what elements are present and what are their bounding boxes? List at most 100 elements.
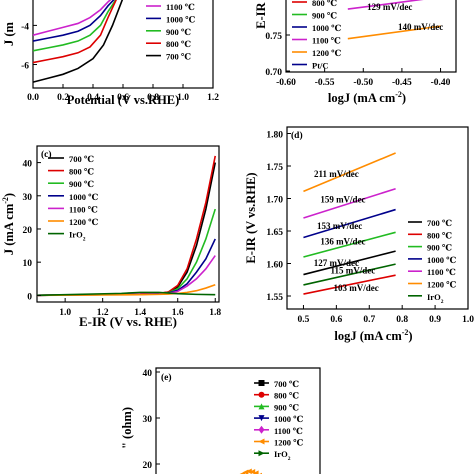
panel-d-xlabel: logJ (mA cm-2) xyxy=(334,328,412,343)
panel-d-slope-label-6: 103 mV/dec xyxy=(333,283,378,293)
panel-c-xtick-label-0: 1.0 xyxy=(59,308,71,318)
panel-b-legend-label-1000: 1000 ℃ xyxy=(312,23,341,33)
panel-d-xtick-label-2: 0.7 xyxy=(363,315,375,325)
panel-a-xtick-label-4: 0.8 xyxy=(147,93,159,103)
panel-e-legend-marker-1000 xyxy=(258,415,265,422)
panel-d-panel-letter: (d) xyxy=(291,130,303,141)
panel-e-point-2 xyxy=(239,471,245,474)
panel-a-xtick-label-0: 0.0 xyxy=(27,93,39,103)
panel-e-legend-marker-1100 xyxy=(258,425,265,434)
panel-c-legend-label-iro2: IrO2 xyxy=(69,230,86,243)
panel-e-panel-letter: (e) xyxy=(161,372,172,383)
panel-e-legend-marker-800 xyxy=(258,391,265,398)
panel-e-point-4 xyxy=(246,468,252,474)
panel-d-ytick-label-2: 1.65 xyxy=(266,228,283,238)
panel-b-ytick-label-0: 0.70 xyxy=(265,68,282,78)
panel-e-ylabel: " (ohm) xyxy=(120,407,134,449)
panel-e-legend-marker-iro2 xyxy=(258,450,265,457)
panel-d-legend-label-1000: 1000 ℃ xyxy=(427,255,456,265)
panel-c-ytick-label-2: 20 xyxy=(23,226,33,236)
panel-b-series-1200 xyxy=(347,25,441,40)
panel-d-ylabel: E-IR (V vs.RHE) xyxy=(244,172,258,263)
panel-d-legend-label-1100: 1100 ℃ xyxy=(427,267,456,277)
panel-c-legend-label-1200: 1200 ℃ xyxy=(69,217,98,227)
panel-c-legend-label-700: 700 ℃ xyxy=(69,154,94,164)
panel-a-xtick-label-2: 0.4 xyxy=(87,93,99,103)
panel-e-legend-label-1000: 1000 ℃ xyxy=(274,414,303,424)
panel-a-series-900 xyxy=(32,0,117,52)
panel-d-ytick-label-4: 1.75 xyxy=(266,163,283,173)
panel-d-series-1100 xyxy=(303,187,396,219)
panel-b-legend-label-800: 800 ℃ xyxy=(312,0,337,8)
panel-d-slope-label-5: 115 mV/dec xyxy=(330,265,375,275)
panel-c-ytick-label-1: 10 xyxy=(23,259,33,269)
panel-e-ytick-label-2: 40 xyxy=(143,369,153,379)
panel-a-series-800 xyxy=(32,0,117,64)
panel-b-xtick-label-0: -0.60 xyxy=(276,78,296,88)
panel-a-legend-label-1000: 1000 ℃ xyxy=(166,14,195,24)
panel-d-series-700 xyxy=(303,250,396,276)
panel-d-slope-label-3: 136 mV/dec xyxy=(320,237,365,247)
panel-d-xtick-label-1: 0.6 xyxy=(330,315,342,325)
panel-c-ytick-label-0: 0 xyxy=(27,292,32,302)
panel-e-legend-marker-700 xyxy=(258,380,265,386)
panel-b-legend-label-ptc: Pt/C xyxy=(312,61,329,71)
panel-d-slope-label-0: 211 mV/dec xyxy=(314,169,359,179)
panel-a-legend-label-1100: 1100 ℃ xyxy=(166,2,195,12)
panel-d-slope-label-2: 153 mV/dec xyxy=(317,221,362,231)
panel-e-legend-label-900: 900 ℃ xyxy=(274,402,299,412)
panel-d-legend-label-1200: 1200 ℃ xyxy=(427,280,456,290)
panel-c-panel-letter: (c) xyxy=(41,149,52,160)
panel-d-series-iro2 xyxy=(303,263,396,286)
panel-d-ytick-label-0: 1.55 xyxy=(266,293,283,303)
panel-a-series-1100 xyxy=(32,0,112,36)
panel-b-legend-label-900: 900 ℃ xyxy=(312,11,337,21)
panel-e-frame xyxy=(155,367,321,474)
panel-a-ytick-label-0: -4 xyxy=(21,22,29,32)
panel-e-legend-label-700: 700 ℃ xyxy=(274,379,299,389)
panel-b-slope-label-1: 140 mV/dec xyxy=(398,22,443,32)
panel-c-ytick-label-3: 30 xyxy=(23,193,33,203)
panel-d-series-800 xyxy=(303,274,396,295)
panel-a-xtick-label-3: 0.6 xyxy=(117,93,129,103)
panel-e-legend-label-1200: 1200 ℃ xyxy=(274,438,303,448)
panel-c-xtick-label-2: 1.4 xyxy=(134,308,146,318)
panel-c-series-iro2 xyxy=(36,291,216,297)
panel-b-xtick-label-4: -0.40 xyxy=(431,78,451,88)
panel-c-frame xyxy=(36,145,220,303)
panel-c-legend-label-800: 800 ℃ xyxy=(69,167,94,177)
panel-c-xtick-label-3: 1.6 xyxy=(172,308,184,318)
panel-d-series-1000 xyxy=(303,208,396,239)
panel-b-slope-label-0: 129 mV/dec xyxy=(367,2,412,12)
panel-e-point-5 xyxy=(249,469,256,474)
panel-d-series-900 xyxy=(303,231,396,258)
panel-d-xtick-label-4: 0.9 xyxy=(429,315,441,325)
panel-d-xtick-label-5: 1.0 xyxy=(462,315,474,325)
panel-b-xtick-label-2: -0.50 xyxy=(353,78,373,88)
panel-b-ytick-label-1: 0.75 xyxy=(265,32,282,42)
panel-a-xtick-label-6: 1.2 xyxy=(207,93,219,103)
panel-a-xtick-label-1: 0.2 xyxy=(57,93,69,103)
panel-b-series-1100 xyxy=(347,0,424,10)
panel-d-slope-label-1: 159 mV/dec xyxy=(320,194,365,204)
panel-a-ytick-label-1: -6 xyxy=(21,62,29,72)
panel-a-legend-label-700: 700 ℃ xyxy=(166,52,191,62)
panel-e-legend-marker-900 xyxy=(258,403,265,410)
panel-d-ytick-label-5: 1.80 xyxy=(266,131,283,141)
panel-e-point-6 xyxy=(253,470,259,474)
panel-d-ytick-label-3: 1.70 xyxy=(266,196,283,206)
panel-c-ytick-label-4: 40 xyxy=(23,160,33,170)
panel-d-series-1200 xyxy=(303,152,396,193)
panel-a-xlabel: Potential (V vs.RHE) xyxy=(67,93,180,107)
panel-e-legend-label-iro2: IrO2 xyxy=(274,449,291,462)
panel-e-ytick-label-0: 20 xyxy=(143,461,153,471)
panel-a-series-1000 xyxy=(32,0,115,42)
panel-c-legend-label-900: 900 ℃ xyxy=(69,179,94,189)
panel-c-series-800 xyxy=(36,155,217,297)
panel-d-legend-label-800: 800 ℃ xyxy=(427,230,452,240)
panel-a-xtick-label-5: 1.0 xyxy=(177,93,189,103)
panel-b-legend-label-1200: 1200 ℃ xyxy=(312,48,341,58)
panel-e-legend-label-800: 800 ℃ xyxy=(274,391,299,401)
panel-d-legend-label-900: 900 ℃ xyxy=(427,243,452,253)
